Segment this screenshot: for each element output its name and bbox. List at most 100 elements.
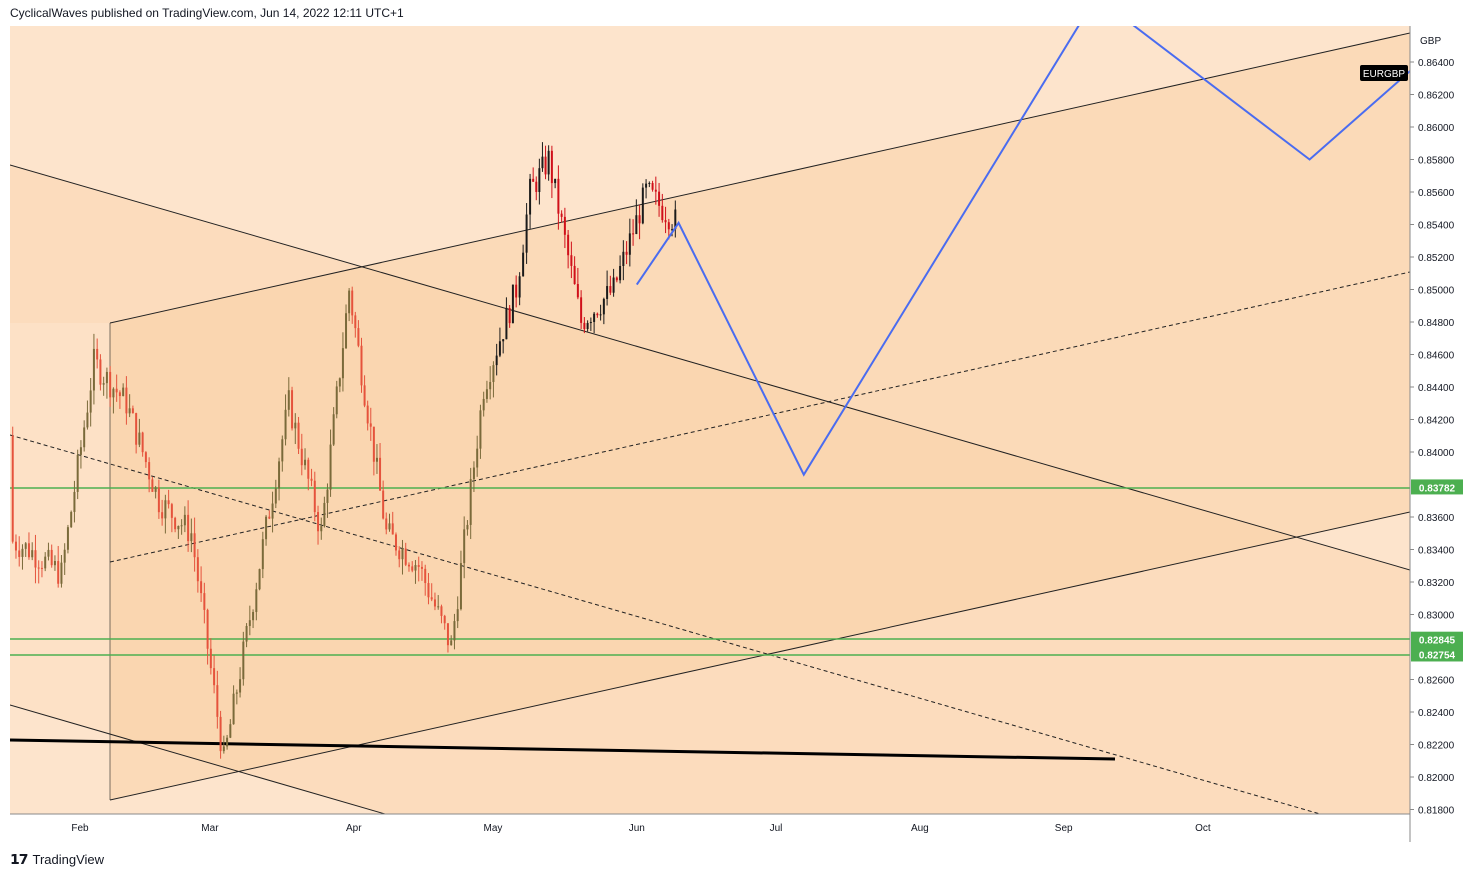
- candle-body: [550, 150, 553, 184]
- price-axis[interactable]: 0.86400 0.86200 0.86000 0.85800 0.85600 0.854…: [1410, 58, 1455, 817]
- candle-body: [363, 385, 366, 406]
- candle-body: [31, 550, 34, 558]
- candle-body: [345, 313, 348, 349]
- candle-body: [563, 216, 566, 235]
- candle-body: [632, 233, 635, 235]
- candle-body: [138, 432, 141, 445]
- candle-body: [525, 214, 528, 253]
- y-tick-label: 0.84800: [1418, 318, 1455, 329]
- candle-body: [131, 408, 134, 414]
- candle-body: [89, 390, 92, 413]
- candle-body: [174, 517, 177, 530]
- x-tick-label: Jun: [629, 823, 645, 834]
- candle-body: [287, 390, 290, 410]
- candle-body: [612, 277, 615, 293]
- candle-body: [472, 467, 475, 480]
- candle-body: [518, 276, 521, 298]
- svg-text:EURGBP: EURGBP: [1363, 69, 1406, 80]
- candle-body: [44, 556, 47, 569]
- candle-body: [102, 383, 105, 385]
- candle-body: [164, 500, 167, 519]
- candle-body: [338, 378, 341, 387]
- price-level-badge: [1411, 646, 1463, 662]
- candle-body: [427, 583, 430, 598]
- candle-body: [70, 511, 73, 528]
- candle-body: [411, 566, 414, 571]
- candle-body: [21, 548, 24, 557]
- candle-body: [573, 265, 576, 285]
- candle-body: [86, 412, 89, 428]
- candle-body: [515, 284, 518, 298]
- candle-body: [329, 444, 332, 490]
- candle-body: [79, 447, 82, 455]
- candle-body: [235, 692, 238, 694]
- candle-body: [265, 516, 268, 540]
- candle-body: [538, 168, 541, 192]
- footer-branding[interactable]: 𝟭𝟳 TradingView: [10, 851, 104, 868]
- candle-body: [154, 487, 157, 492]
- candle-body: [567, 234, 570, 256]
- candle-body: [466, 524, 469, 530]
- candle-body: [489, 382, 492, 390]
- y-tick-label: 0.83600: [1418, 513, 1455, 524]
- candle-body: [271, 503, 274, 519]
- candle-body: [83, 427, 86, 448]
- major-support-line: [10, 738, 1116, 761]
- candle-body: [502, 339, 505, 342]
- candle-body: [544, 156, 547, 175]
- candle-body: [27, 543, 30, 558]
- candle-body: [492, 365, 495, 383]
- candle-body: [420, 566, 423, 569]
- candle-body: [511, 284, 514, 324]
- candle-body: [622, 251, 625, 266]
- candle-body: [37, 567, 40, 569]
- candle-body: [144, 452, 147, 463]
- candle-body: [341, 348, 344, 379]
- candle-body: [148, 462, 151, 480]
- candle-body: [326, 489, 329, 503]
- candle-body: [261, 539, 264, 570]
- candle-body: [602, 298, 605, 315]
- price-level-value: 0.82754: [1419, 650, 1456, 661]
- y-tick-label: 0.85200: [1418, 253, 1455, 264]
- candle-body: [317, 512, 320, 532]
- channel-median-line: [109, 271, 1410, 563]
- candle-body: [554, 178, 557, 184]
- candle-body: [658, 191, 661, 206]
- candle-body: [628, 233, 631, 255]
- y-tick-label: 0.82000: [1418, 773, 1455, 784]
- footer-brand-text: TradingView: [32, 852, 105, 867]
- candle-body: [278, 461, 281, 489]
- candle-body: [437, 606, 440, 608]
- candle-body: [388, 523, 391, 530]
- candle-body: [307, 459, 310, 479]
- upper-channel-line: [109, 32, 1410, 324]
- x-tick-label: Mar: [201, 823, 219, 834]
- candle-body: [661, 205, 664, 221]
- candle-body: [252, 612, 255, 621]
- candle-body: [485, 389, 488, 399]
- candle-body: [216, 685, 219, 717]
- candle-body: [635, 215, 638, 235]
- y-tick-label: 0.85000: [1418, 286, 1455, 297]
- candle-body: [190, 533, 193, 542]
- candle-body: [18, 550, 21, 557]
- lower-channel-line: [109, 511, 1410, 801]
- candle-body: [351, 290, 354, 316]
- candle-body: [576, 284, 579, 298]
- candle-body: [258, 569, 261, 590]
- time-axis[interactable]: Feb Mar Apr May Jun Jul Aug Sep Oct: [71, 823, 1210, 834]
- candle-body: [66, 527, 69, 550]
- candle-body: [469, 479, 472, 525]
- candle-body: [92, 348, 95, 391]
- candle-body: [638, 215, 641, 224]
- candle-body: [398, 550, 401, 560]
- candle-body: [667, 222, 670, 230]
- candle-body: [183, 514, 186, 526]
- candle-body: [651, 182, 654, 190]
- price-level-labels: 0.83782 0.82845 0.82754: [1411, 479, 1463, 662]
- candle-body: [118, 392, 121, 397]
- candle-body: [141, 432, 144, 453]
- y-tick-label: 0.86400: [1418, 58, 1455, 69]
